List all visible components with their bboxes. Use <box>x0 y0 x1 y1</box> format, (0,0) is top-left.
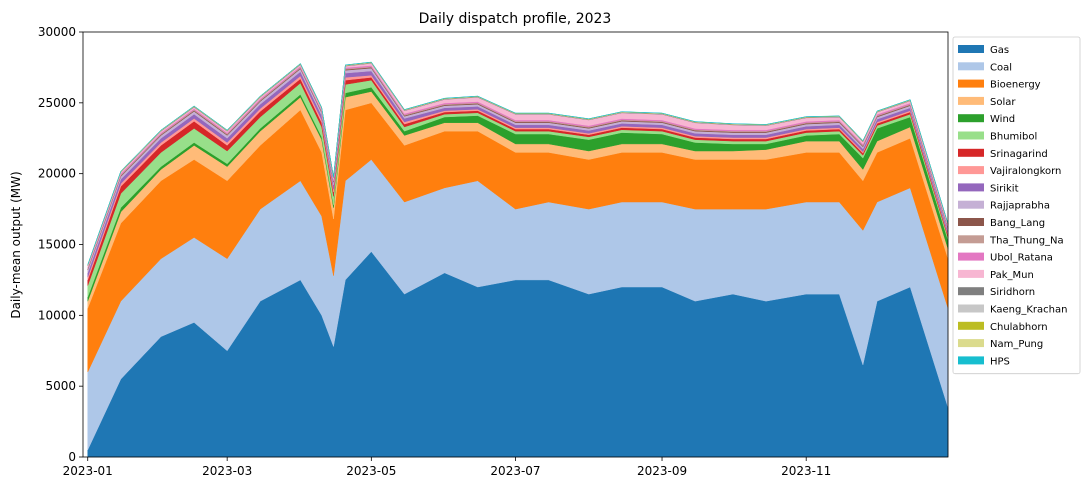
areas-layer <box>87 61 949 458</box>
legend-swatch-4 <box>958 114 984 123</box>
legend-swatch-15 <box>958 304 984 313</box>
legend-swatch-7 <box>958 166 984 175</box>
x-tick-label: 2023-05 <box>346 464 396 478</box>
legend-swatch-8 <box>958 183 984 192</box>
y-tick-label: 5000 <box>45 379 76 393</box>
legend-swatch-0 <box>958 45 984 53</box>
legend-swatch-6 <box>958 148 984 157</box>
x-tick-label: 2023-09 <box>637 464 687 478</box>
y-tick-label: 10000 <box>38 308 76 322</box>
legend-label-15: Kaeng_Krachan <box>990 305 1067 316</box>
legend-swatch-16 <box>958 321 984 330</box>
legend-swatch-11 <box>958 235 984 244</box>
x-tick-label: 2023-01 <box>63 464 113 478</box>
legend-label-0: Gas <box>990 45 1009 56</box>
legend-label-11: Tha_Thung_Na <box>989 235 1064 246</box>
y-tick-label: 0 <box>68 450 76 464</box>
legend-swatch-2 <box>958 79 984 88</box>
legend-label-7: Vajiralongkorn <box>990 166 1061 177</box>
legend-swatch-5 <box>958 131 984 140</box>
legend-swatch-9 <box>958 200 984 209</box>
legend-label-9: Rajjaprabha <box>990 201 1050 212</box>
axes-layer: 0 5000 10000 15000 20000 25000 30000 2023-01 202… <box>38 25 949 478</box>
legend-label-6: Srinagarind <box>990 149 1048 160</box>
legend-label-4: Wind <box>990 114 1015 125</box>
legend-label-16: Chulabhorn <box>990 322 1048 333</box>
legend-items: Gas Coal Bioenergy Solar Wind Bhumibol Srinaga… <box>958 45 1067 367</box>
legend-swatch-14 <box>958 287 984 296</box>
legend-swatch-10 <box>958 218 984 226</box>
y-axis-label: Daily-mean output (MW) <box>9 171 23 318</box>
legend-label-3: Solar <box>990 97 1016 108</box>
chart-title: Daily dispatch profile, 2023 <box>419 11 612 27</box>
legend-swatch-18 <box>958 356 984 365</box>
y-tick-label: 20000 <box>38 167 76 181</box>
legend-label-17: Nam_Pung <box>990 339 1043 350</box>
legend-label-2: Bioenergy <box>990 80 1041 91</box>
legend-swatch-3 <box>958 96 984 105</box>
legend-label-18: HPS <box>990 356 1010 367</box>
legend-label-14: Siridhorn <box>990 287 1035 298</box>
legend-frame <box>952 36 1081 375</box>
legend-swatch-17 <box>958 339 984 348</box>
legend-swatch-1 <box>958 62 984 71</box>
x-tick-label: 2023-07 <box>490 464 540 478</box>
y-tick-label: 25000 <box>38 96 76 110</box>
legend-label-5: Bhumibol <box>990 132 1037 143</box>
x-tick-label: 2023-03 <box>202 464 252 478</box>
legend-label-10: Bang_Lang <box>990 218 1045 229</box>
legend-label-13: Pak_Mun <box>990 270 1034 281</box>
x-tick-label: 2023-11 <box>781 464 831 478</box>
legend-label-1: Coal <box>990 62 1012 73</box>
y-tick-label: 30000 <box>38 25 76 39</box>
legend: Gas Coal Bioenergy Solar Wind Bhumibol Srinaga… <box>952 36 1081 375</box>
legend-swatch-13 <box>958 269 984 278</box>
y-tick-label: 15000 <box>38 238 76 252</box>
legend-swatch-12 <box>958 252 984 261</box>
legend-label-8: Sirikit <box>990 183 1019 194</box>
legend-label-12: Ubol_Ratana <box>990 253 1053 264</box>
